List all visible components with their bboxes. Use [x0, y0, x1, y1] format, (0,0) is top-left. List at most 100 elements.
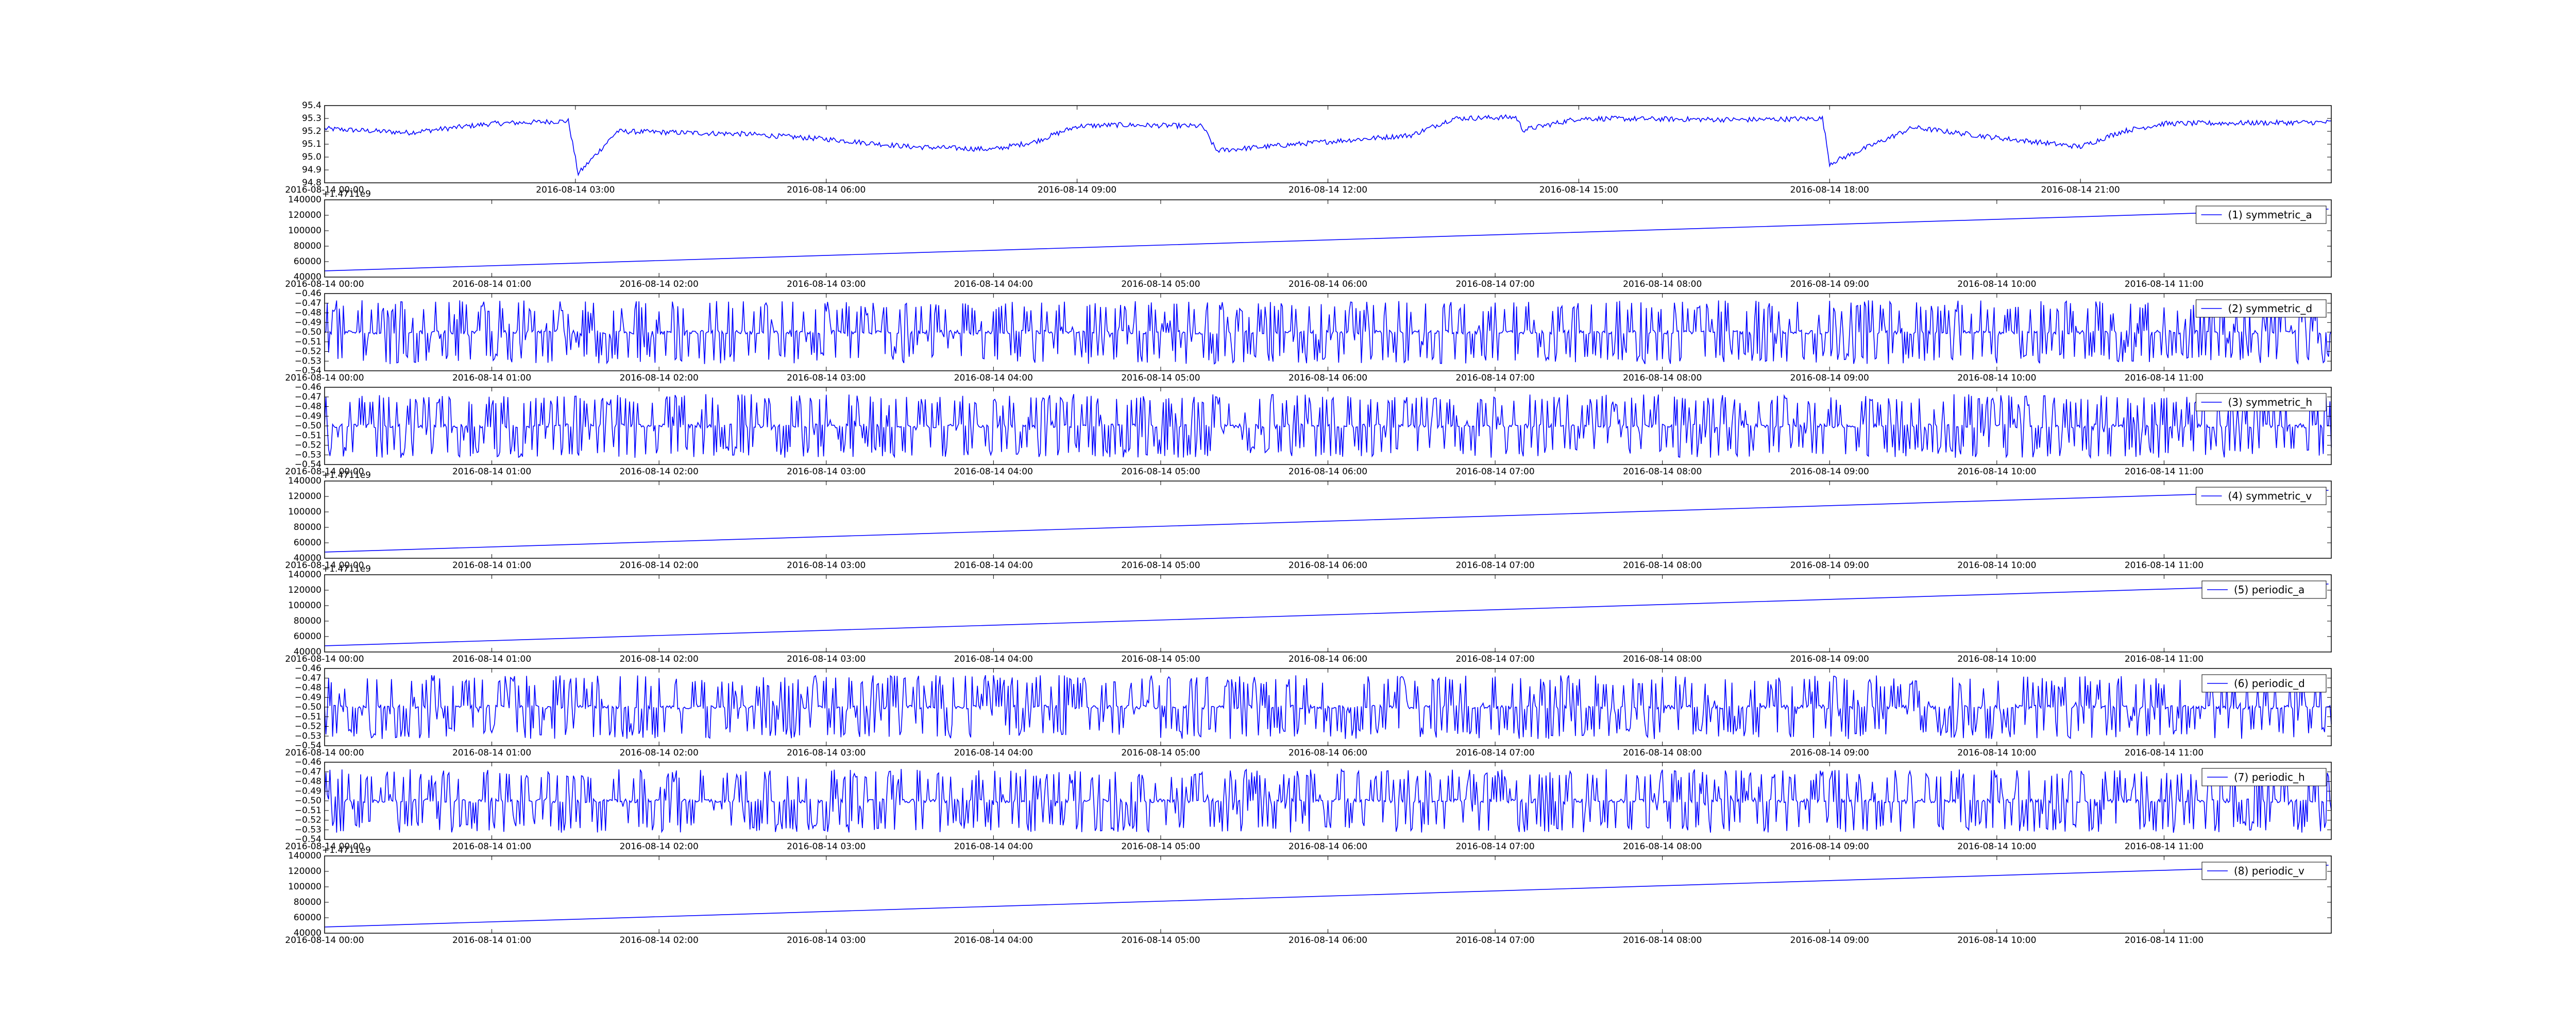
- xtick-label: 2016-08-14 04:00: [954, 935, 1033, 946]
- xtick-label: 2016-08-14 05:00: [1121, 467, 1200, 477]
- xtick-label: 2016-08-14 03:00: [787, 560, 866, 571]
- xtick-label: 2016-08-14 12:00: [1289, 185, 1367, 195]
- legend-label: (4) symmetric_v: [2228, 490, 2312, 502]
- ytick-label: −0.48: [295, 402, 321, 412]
- subplot-symmetric_d: −0.54−0.53−0.52−0.51−0.50−0.49−0.48−0.47…: [285, 288, 2332, 383]
- series-line-periodic_d: [324, 675, 2332, 740]
- ytick-label: 60000: [294, 631, 321, 642]
- ytick-label: −0.49: [295, 692, 321, 702]
- ytick-label: −0.46: [295, 382, 321, 392]
- xtick-label: 2016-08-14 07:00: [1455, 279, 1534, 289]
- ytick-label: −0.48: [295, 308, 321, 318]
- xtick-label: 2016-08-14 10:00: [1957, 748, 2036, 758]
- series-line-symmetric_h: [324, 394, 2332, 459]
- offset-text: +1.4711e9: [322, 189, 371, 199]
- xtick-label: 2016-08-14 04:00: [954, 467, 1033, 477]
- ytick-label: −0.53: [295, 825, 321, 835]
- xtick-label: 2016-08-14 02:00: [620, 560, 699, 571]
- xtick-label: 2016-08-14 06:00: [787, 185, 866, 195]
- xtick-label: 2016-08-14 05:00: [1121, 654, 1200, 664]
- ytick-label: 120000: [288, 585, 321, 595]
- xtick-label: 2016-08-14 02:00: [620, 467, 699, 477]
- xtick-label: 2016-08-14 10:00: [1957, 935, 2036, 946]
- xtick-label: 2016-08-14 06:00: [1289, 560, 1367, 571]
- xtick-label: 2016-08-14 03:00: [787, 467, 866, 477]
- ytick-label: 95.0: [302, 152, 321, 162]
- xtick-label: 2016-08-14 04:00: [954, 560, 1033, 571]
- xtick-label: 2016-08-14 00:00: [285, 279, 364, 289]
- xtick-label: 2016-08-14 06:00: [1289, 654, 1367, 664]
- xtick-label: 2016-08-14 08:00: [1623, 373, 1702, 383]
- xtick-label: 2016-08-14 11:00: [2125, 935, 2204, 946]
- xtick-label: 2016-08-14 18:00: [1790, 185, 1869, 195]
- xtick-label: 2016-08-14 10:00: [1957, 373, 2036, 383]
- series-line-symmetric_d: [324, 299, 2332, 365]
- ytick-label: −0.52: [295, 722, 321, 732]
- xtick-label: 2016-08-14 02:00: [620, 935, 699, 946]
- offset-text: +1.4711e9: [322, 470, 371, 480]
- xtick-label: 2016-08-14 03:00: [536, 185, 615, 195]
- legend-label: (5) periodic_a: [2234, 583, 2304, 596]
- ytick-label: −0.49: [295, 411, 321, 421]
- xtick-label: 2016-08-14 05:00: [1121, 935, 1200, 946]
- xtick-label: 2016-08-14 11:00: [2125, 467, 2204, 477]
- ytick-label: −0.53: [295, 450, 321, 460]
- axes-frame-symmetric_v: [324, 480, 2332, 559]
- xtick-label: 2016-08-14 03:00: [787, 373, 866, 383]
- ytick-label: −0.50: [295, 702, 321, 712]
- xtick-label: 2016-08-14 07:00: [1455, 467, 1534, 477]
- ytick-label: 60000: [294, 913, 321, 923]
- xtick-label: 2016-08-14 01:00: [452, 373, 531, 383]
- ytick-label: 100000: [288, 507, 321, 517]
- subplot-symmetric_v: 4000060000800001000001200001400002016-08…: [285, 470, 2332, 571]
- ytick-label: −0.54: [295, 741, 321, 751]
- xtick-label: 2016-08-14 11:00: [2125, 748, 2204, 758]
- xtick-label: 2016-08-14 10:00: [1957, 467, 2036, 477]
- xtick-label: 2016-08-14 09:00: [1790, 279, 1869, 289]
- xtick-label: 2016-08-14 05:00: [1121, 373, 1200, 383]
- xtick-label: 2016-08-14 04:00: [954, 654, 1033, 664]
- xtick-label: 2016-08-14 00:00: [285, 373, 364, 383]
- xtick-label: 2016-08-14 04:00: [954, 373, 1033, 383]
- ytick-label: 40000: [294, 272, 321, 282]
- ytick-label: −0.46: [295, 757, 321, 767]
- xtick-label: 2016-08-14 09:00: [1038, 185, 1116, 195]
- ytick-label: 120000: [288, 491, 321, 502]
- xtick-label: 2016-08-14 01:00: [452, 654, 531, 664]
- xtick-label: 2016-08-14 06:00: [1289, 842, 1367, 852]
- xtick-label: 2016-08-14 05:00: [1121, 279, 1200, 289]
- xtick-label: 2016-08-14 02:00: [620, 842, 699, 852]
- xtick-label: 2016-08-14 07:00: [1455, 560, 1534, 571]
- xtick-label: 2016-08-14 09:00: [1790, 560, 1869, 571]
- xtick-label: 2016-08-14 10:00: [1957, 560, 2036, 571]
- xtick-label: 2016-08-14 01:00: [452, 279, 531, 289]
- ytick-label: −0.49: [295, 786, 321, 796]
- legend-label: (2) symmetric_d: [2228, 302, 2313, 315]
- xtick-label: 2016-08-14 08:00: [1623, 748, 1702, 758]
- xtick-label: 2016-08-14 01:00: [452, 842, 531, 852]
- legend-label: (7) periodic_h: [2234, 771, 2305, 783]
- subplot-symmetric_h: −0.54−0.53−0.52−0.51−0.50−0.49−0.48−0.47…: [285, 382, 2332, 477]
- ytick-label: 60000: [294, 256, 321, 267]
- xtick-label: 2016-08-14 06:00: [1289, 373, 1367, 383]
- xtick-label: 2016-08-14 08:00: [1623, 279, 1702, 289]
- ytick-label: −0.46: [295, 663, 321, 674]
- xtick-label: 2016-08-14 07:00: [1455, 654, 1534, 664]
- xtick-label: 2016-08-14 07:00: [1455, 373, 1534, 383]
- xtick-label: 2016-08-14 04:00: [954, 279, 1033, 289]
- xtick-label: 2016-08-14 07:00: [1455, 935, 1534, 946]
- legend-label: (8) periodic_v: [2234, 865, 2304, 877]
- xtick-label: 2016-08-14 09:00: [1790, 935, 1869, 946]
- ytick-label: −0.48: [295, 777, 321, 787]
- ytick-label: −0.54: [295, 834, 321, 845]
- xtick-label: 2016-08-14 04:00: [954, 748, 1033, 758]
- subplot-periodic_h: −0.54−0.53−0.52−0.51−0.50−0.49−0.48−0.47…: [285, 757, 2332, 852]
- series-line-periodic_v: [324, 865, 2329, 928]
- xtick-label: 2016-08-14 04:00: [954, 842, 1033, 852]
- axes-frame-periodic_v: [324, 855, 2332, 934]
- ytick-label: −0.52: [295, 815, 321, 826]
- ytick-label: 95.1: [302, 139, 321, 149]
- ytick-label: −0.53: [295, 356, 321, 366]
- xtick-label: 2016-08-14 09:00: [1790, 748, 1869, 758]
- ytick-label: −0.52: [295, 440, 321, 451]
